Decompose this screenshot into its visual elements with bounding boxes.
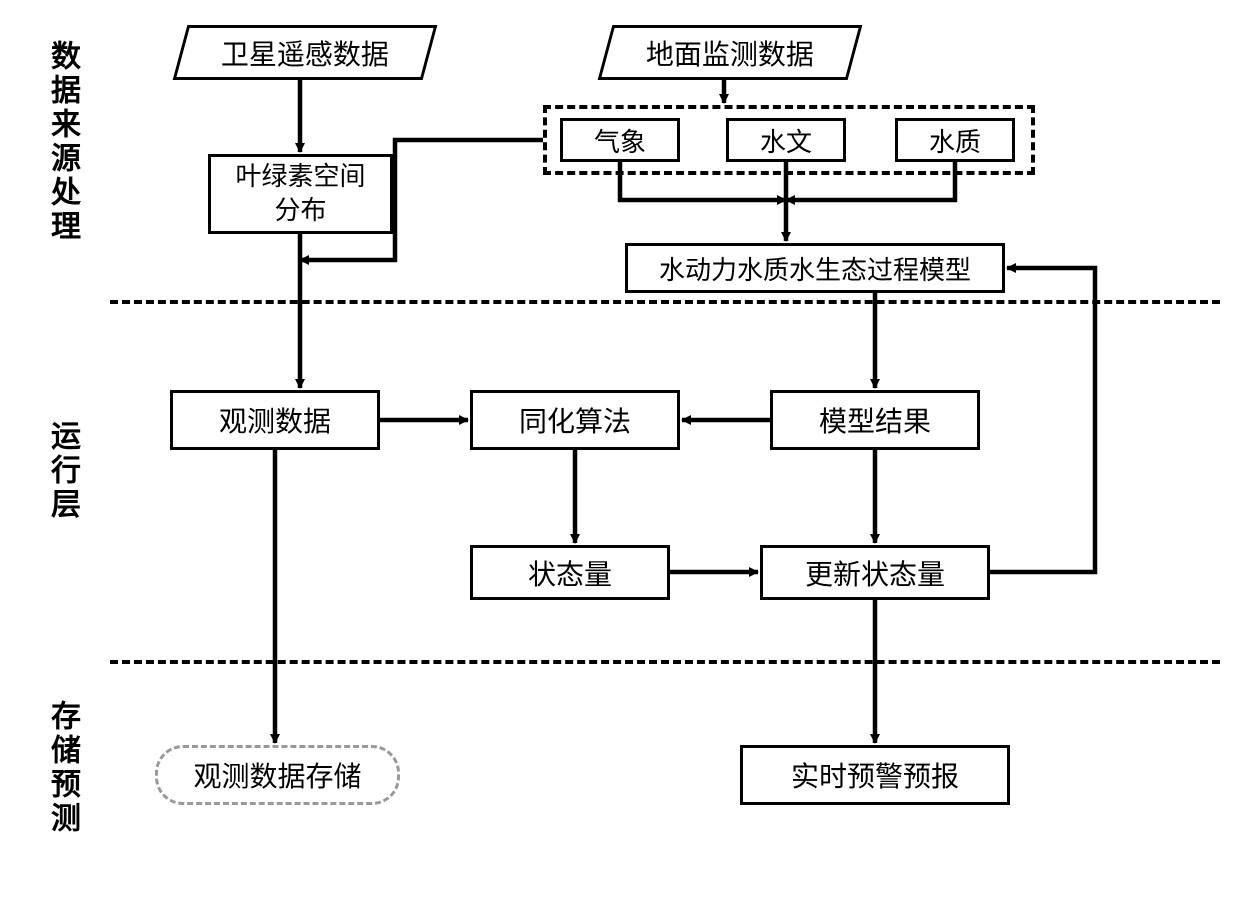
node-water-quality: 水质 xyxy=(895,118,1015,162)
node-model-result: 模型结果 xyxy=(770,390,980,450)
node-update-state: 更新状态量 xyxy=(760,545,990,600)
section-run-layer: 运行层 xyxy=(40,420,84,522)
node-ground-data: 地面监测数据 xyxy=(598,25,863,80)
node-state-var: 状态量 xyxy=(470,545,670,600)
flowchart-canvas: 数据来源处理 运行层 存储预测 卫星遥感数据 地面监测数据 气象 水文 水质 叶… xyxy=(0,0,1240,899)
node-hydro: 水文 xyxy=(726,118,846,162)
node-process-model: 水动力水质水生态过程模型 xyxy=(625,243,1005,293)
section-store-predict: 存储预测 xyxy=(40,700,84,836)
node-satellite-data: 卫星遥感数据 xyxy=(173,25,438,80)
hrule-2 xyxy=(110,660,1220,664)
node-meteor: 气象 xyxy=(560,118,680,162)
node-realtime-forecast: 实时预警预报 xyxy=(740,745,1010,805)
node-obs-store: 观测数据存储 xyxy=(155,745,400,805)
section-data-source: 数据来源处理 xyxy=(40,40,84,244)
node-assim-algo: 同化算法 xyxy=(470,390,680,450)
node-chlorophyll: 叶绿素空间分布 xyxy=(208,154,393,234)
node-obs-data: 观测数据 xyxy=(170,390,380,450)
hrule-1 xyxy=(110,300,1220,304)
